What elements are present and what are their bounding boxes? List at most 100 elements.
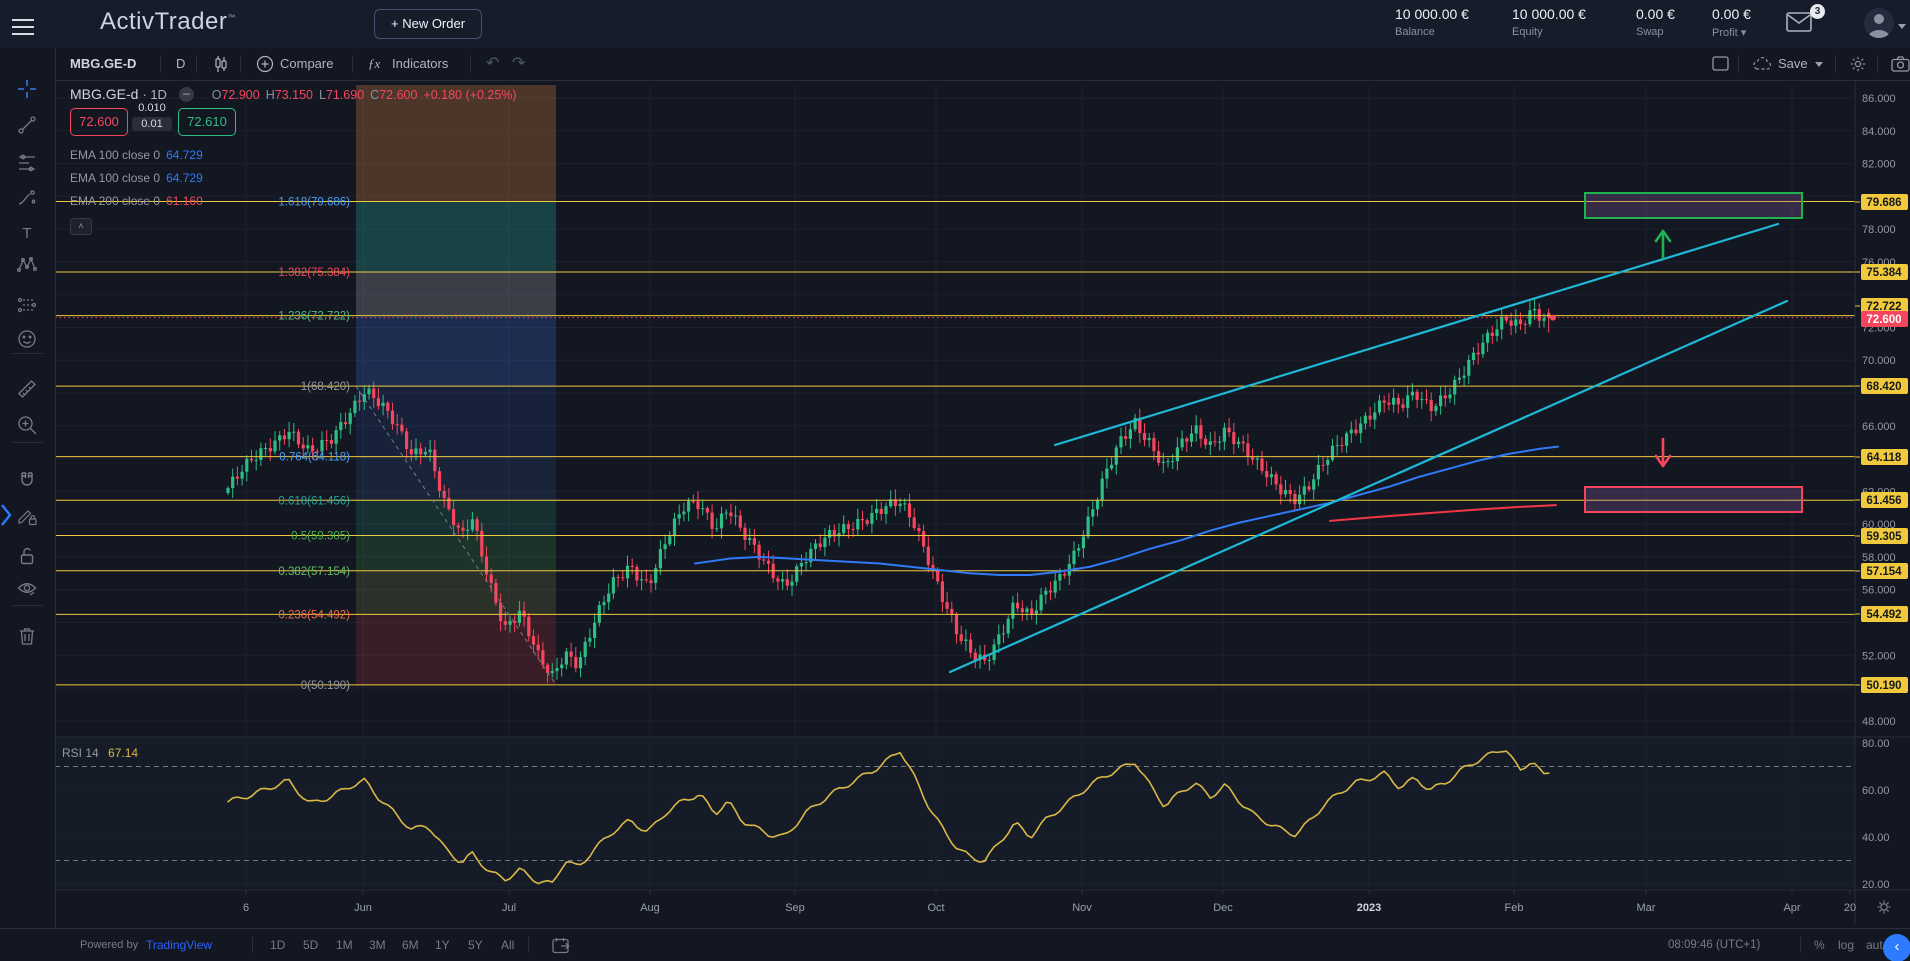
svg-text:75.384: 75.384 [1866,267,1902,279]
hamburger-menu-icon[interactable] [12,14,34,35]
symbol-button[interactable]: MBG.GE-D [70,56,137,71]
camera-icon[interactable] [1891,56,1910,72]
app-logo: ActivTrader™ [100,8,236,35]
trend-line-icon[interactable] [16,114,40,138]
svg-text:1.382(75.384): 1.382(75.384) [278,267,350,279]
fx-icon[interactable]: ƒx [368,56,381,71]
clock[interactable]: 08:09:46 (UTC+1) [1668,939,1761,951]
svg-text:50.190: 50.190 [1866,680,1901,692]
svg-text:Jun: Jun [354,902,372,914]
hide-all-icon[interactable] [16,578,40,602]
legend-symbol-row[interactable]: MBG.GE-d · 1D – O72.900 H73.150 L71.690 C72… [70,86,523,102]
indicator-row[interactable]: EMA 100 close 0 64.729 [70,148,203,162]
fib-retracement-icon[interactable] [16,152,40,176]
svg-text:Sep: Sep [785,902,805,914]
svg-text:48.000: 48.000 [1862,716,1896,728]
avatar-caret-icon[interactable] [1898,24,1906,29]
percent-scale-button[interactable]: % [1814,938,1825,952]
svg-text:70.000: 70.000 [1862,355,1896,367]
account-stat-profit[interactable]: 0.00 € Profit ▾ [1712,6,1751,39]
svg-text:57.154: 57.154 [1866,566,1902,578]
svg-text:0.236(54.492): 0.236(54.492) [278,609,350,621]
zoom-in-icon[interactable] [16,414,40,438]
xabcd-pattern-icon[interactable] [16,254,40,278]
svg-text:Oct: Oct [927,902,944,914]
range-1y[interactable]: 1Y [435,938,450,952]
drawing-mode-icon[interactable] [16,505,40,529]
brush-icon[interactable] [16,188,40,212]
rsi-value: 67.14 [108,746,139,760]
collapse-corner-button[interactable]: ‹ [1883,934,1910,961]
spread-bottom: 0.01 [132,117,172,131]
svg-text:52.000: 52.000 [1862,650,1896,662]
account-stat-balance: 10 000.00 € Balance [1395,6,1469,38]
svg-text:80.00: 80.00 [1862,738,1890,750]
range-3m[interactable]: 3M [369,938,386,952]
chart-style-icon[interactable] [212,55,230,73]
forecast-icon[interactable] [16,294,40,318]
svg-text:T: T [22,225,31,242]
range-1d[interactable]: 1D [270,938,286,952]
text-icon[interactable]: T [16,222,40,246]
mail-icon[interactable] [1786,12,1812,32]
svg-text:86.000: 86.000 [1862,93,1896,105]
rsi-legend[interactable]: RSI 14 67.14 [62,746,138,760]
auto-scale-button[interactable]: aut [1866,938,1883,952]
panel-expand-chevron[interactable] [0,500,12,530]
legend-collapse-button[interactable]: ˄ [70,218,92,235]
svg-text:Nov: Nov [1072,902,1092,914]
log-scale-button[interactable]: log [1838,938,1855,952]
range-5d[interactable]: 5D [303,938,319,952]
indicator-row[interactable]: EMA 200 close 0 61.160 [70,194,203,208]
go-to-date-icon[interactable] [552,937,571,954]
indicator-legend: EMA 100 close 0 64.729 EMA 100 close 0 64.7… [70,148,203,217]
svg-text:Jul: Jul [502,902,516,914]
avatar[interactable] [1864,8,1894,38]
ask-button[interactable]: 72.610 [178,108,236,136]
svg-text:0(50.190): 0(50.190) [301,680,350,692]
svg-text:60.00: 60.00 [1862,785,1890,797]
account-stat-equity: 10 000.00 € Equity [1512,6,1586,38]
svg-text:Aug: Aug [640,902,660,914]
save-button[interactable]: Save [1778,56,1808,71]
chart-legend: MBG.GE-d · 1D – O72.900 H73.150 L71.690 C72… [70,86,523,235]
gear-icon[interactable] [1849,55,1867,73]
range-5y[interactable]: 5Y [468,938,483,952]
interval-button[interactable]: D [176,56,186,71]
svg-text:6: 6 [243,902,249,914]
tradingview-link[interactable]: TradingView [146,938,213,952]
svg-text:72.722: 72.722 [1866,301,1901,313]
indicator-row[interactable]: EMA 100 close 0 64.729 [70,171,203,185]
compare-button[interactable]: Compare [280,56,334,71]
svg-text:20.00: 20.00 [1862,879,1890,891]
powered-by: Powered by [80,939,139,951]
ruler-icon[interactable] [16,378,40,402]
range-all[interactable]: All [501,938,515,952]
indicators-button[interactable]: Indicators [392,56,449,71]
toolbar-divider [12,605,43,606]
emoji-icon[interactable] [16,328,40,352]
lock-all-icon[interactable] [16,545,40,569]
crosshair-icon[interactable] [16,78,40,102]
fullscreen-icon[interactable] [1712,56,1729,71]
bid-button[interactable]: 72.600 [70,108,128,136]
mail-badge: 3 [1810,4,1825,19]
compare-icon[interactable] [256,55,274,73]
cloud-save-icon[interactable] [1752,57,1774,71]
new-order-button[interactable]: + New Order [374,9,483,39]
svg-text:56.000: 56.000 [1862,585,1896,597]
spread: 0.010 0.01 [132,102,172,131]
legend-collapse-icon[interactable]: – [178,87,194,102]
magnet-icon[interactable] [16,470,40,494]
ohlc-values: O72.900 H73.150 L71.690 C72.600 +0.180 (+0.2… [211,88,517,102]
range-6m[interactable]: 6M [402,938,419,952]
svg-text:1.618(79.686): 1.618(79.686) [278,196,350,208]
legend-symbol: MBG.GE-d [70,86,139,102]
undo-button[interactable]: ↶ [486,55,500,72]
chart-toolbar: MBG.GE-D D Compare ƒx Indicators ↶ ↷ Sav… [55,48,1910,81]
save-caret-icon[interactable] [1815,62,1823,67]
range-1m[interactable]: 1M [336,938,353,952]
redo-button[interactable]: ↷ [512,55,526,72]
remove-all-icon[interactable] [16,625,40,649]
